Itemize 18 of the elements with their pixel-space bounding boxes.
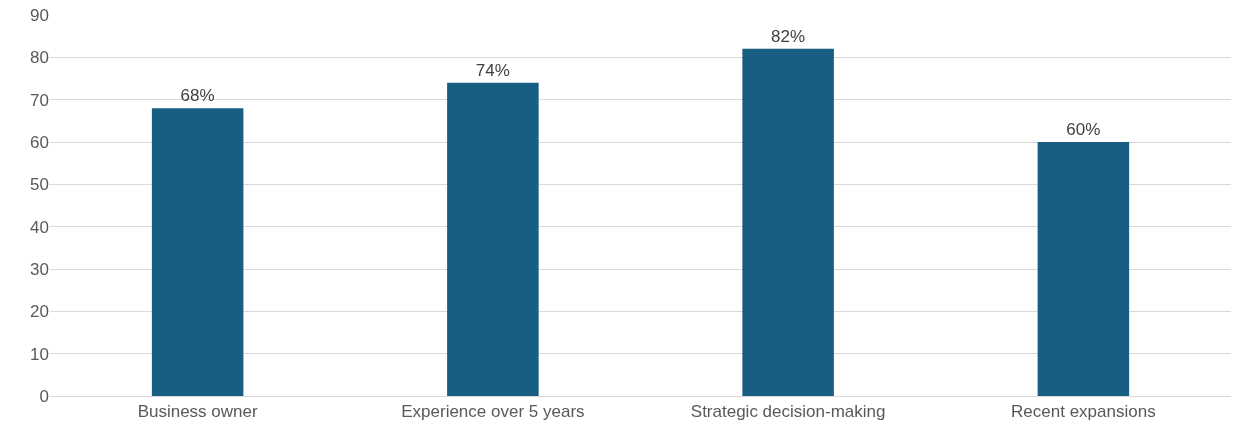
x-tick-label: Experience over 5 years	[401, 402, 585, 422]
x-tick-label: Business owner	[137, 402, 258, 422]
y-tick-label: 20	[30, 302, 49, 322]
y-tick-label: 0	[39, 386, 49, 406]
y-tick-label: 80	[30, 48, 49, 68]
data-label: 60%	[1066, 120, 1101, 139]
data-label: 68%	[180, 86, 215, 106]
y-tick-label: 50	[30, 175, 49, 195]
x-tick-label: Strategic decision-making	[690, 402, 886, 422]
x-tick-label: Recent expansions	[1011, 402, 1156, 422]
data-label: 74%	[475, 60, 510, 80]
y-tick-label: 90	[30, 5, 49, 25]
y-tick-label: 40	[30, 217, 49, 237]
y-tick-label: 10	[30, 344, 49, 364]
y-tick-label: 30	[30, 259, 49, 279]
y-tick-label: 70	[30, 90, 49, 110]
y-tick-label: 60	[30, 132, 49, 152]
data-label: 82%	[771, 26, 806, 46]
